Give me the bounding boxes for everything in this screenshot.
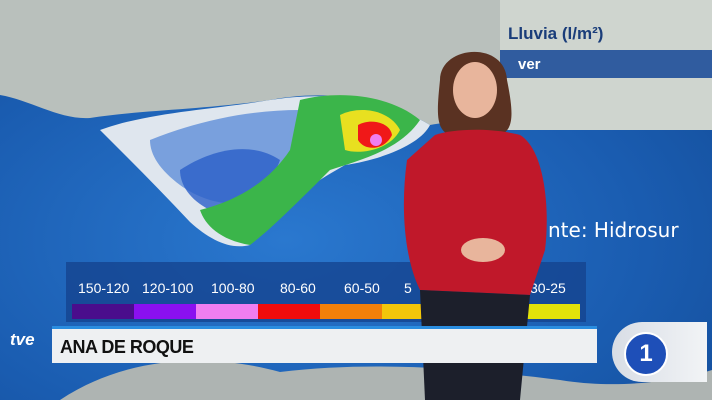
la1-channel-logo: 1: [624, 332, 668, 376]
lower-third: ANA DE ROQUE: [52, 326, 597, 363]
land-south: [60, 360, 712, 400]
legend-label: 150-120: [78, 280, 130, 296]
rain-pink: [370, 134, 382, 146]
inset-title: Lluvia (l/m²): [508, 24, 604, 43]
rain-darkblue: [180, 149, 280, 210]
legend-swatch: [320, 304, 382, 319]
legend-label: 60-50: [344, 280, 380, 296]
legend-label: 80-60: [280, 280, 316, 296]
legend-label: 30-25: [530, 280, 566, 296]
presenter: [403, 51, 547, 400]
tve-logo: tve: [10, 330, 35, 349]
presenter-face: [453, 62, 497, 118]
legend-label: 5: [404, 280, 412, 296]
rain-inset-panel: Lluvia (l/m²) ver: [500, 0, 712, 130]
legend-swatch: [258, 304, 320, 319]
legend-swatch: [516, 304, 580, 319]
presenter-top: [403, 129, 547, 295]
presenter-hands: [461, 238, 505, 262]
inset-bar: [500, 50, 712, 78]
legend-label: 100-80: [211, 280, 255, 296]
source-label: nte: Hidrosur: [548, 218, 679, 242]
legend-label: 120-100: [142, 280, 194, 296]
legend-swatch: [72, 304, 134, 319]
presenter-name: ANA DE ROQUE: [60, 337, 194, 357]
legend-swatch: [196, 304, 258, 319]
legend-swatch: [134, 304, 196, 319]
inset-bar-text: ver: [518, 56, 541, 73]
